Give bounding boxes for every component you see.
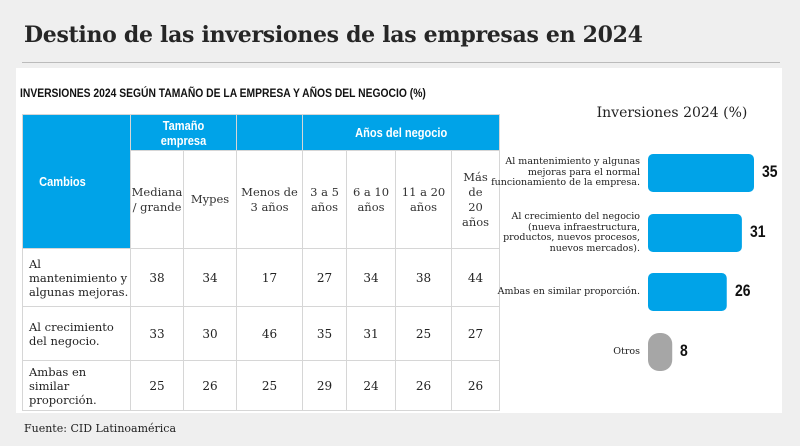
bar-category-label: Al mantenimiento y algunas mejoras para …: [491, 156, 640, 188]
bar: [648, 214, 742, 252]
page-title: Destino de las inversiones de las empres…: [24, 22, 643, 48]
row-label: Al mantenimiento y algunas mejoras.: [22, 248, 131, 307]
column-header: 6 a 10 años: [346, 150, 396, 249]
table-cell: 24: [346, 360, 396, 411]
bar-category-label: Otros: [613, 345, 640, 357]
source-note: Fuente: CID Latinoamérica: [24, 422, 177, 435]
column-header: 11 a 20 años: [395, 150, 452, 249]
chart-title: Inversiones 2024 (%): [596, 105, 748, 121]
table-cell: 25: [130, 360, 184, 411]
header-spacer: [236, 114, 303, 151]
bar-category-label: Al crecimiento del negocio (nueva infrae…: [503, 211, 640, 254]
table-cell: 31: [346, 306, 396, 361]
bar-category-label: Ambas en similar proporción.: [497, 285, 640, 297]
table-cell: 30: [183, 306, 237, 361]
table-cell: 46: [236, 306, 303, 361]
bar-value-label: 35: [762, 162, 778, 181]
column-header: Más de 20 años: [450, 150, 501, 249]
header-cambios: Cambios: [22, 114, 131, 249]
table-cell: 27: [450, 306, 501, 361]
bar-value-label: 31: [749, 222, 766, 241]
table-title: INVERSIONES 2024 SEGÚN TAMAÑO DE LA EMPR…: [20, 86, 426, 100]
table-row: Al mantenimiento y algunas mejoras. 38 34 1…: [22, 248, 501, 307]
bar: [648, 273, 727, 311]
table-cell: 29: [302, 360, 347, 411]
table-cell: 44: [450, 248, 501, 307]
row-label: Al crecimiento del negocio.: [22, 306, 131, 361]
bar-value-label: 26: [734, 281, 751, 300]
table-cell: 17: [236, 248, 303, 307]
bar: [648, 154, 754, 192]
bar-value-label: 8: [680, 341, 688, 360]
column-header: 3 a 5 años: [302, 150, 347, 249]
table-row: Ambas en similar proporción. 25 26 25 29 24 26…: [22, 360, 501, 411]
table-cell: 34: [183, 248, 237, 307]
investment-table: Cambios Tamaño empresa Años del negocio …: [22, 114, 501, 411]
table-cell: 26: [450, 360, 501, 411]
table-cell: 25: [236, 360, 303, 411]
row-label: Ambas en similar proporción.: [22, 360, 131, 411]
bar: [648, 333, 673, 371]
table-cell: 27: [302, 248, 347, 307]
title-divider: [22, 62, 780, 63]
header-tamano-empresa: Tamaño empresa: [130, 114, 237, 151]
table-cell: 33: [130, 306, 184, 361]
column-header: Menos de 3 años: [236, 150, 303, 249]
table-row: Al crecimiento del negocio. 33 30 46 35 31 25 2…: [22, 306, 501, 361]
table-cell: 26: [395, 360, 452, 411]
